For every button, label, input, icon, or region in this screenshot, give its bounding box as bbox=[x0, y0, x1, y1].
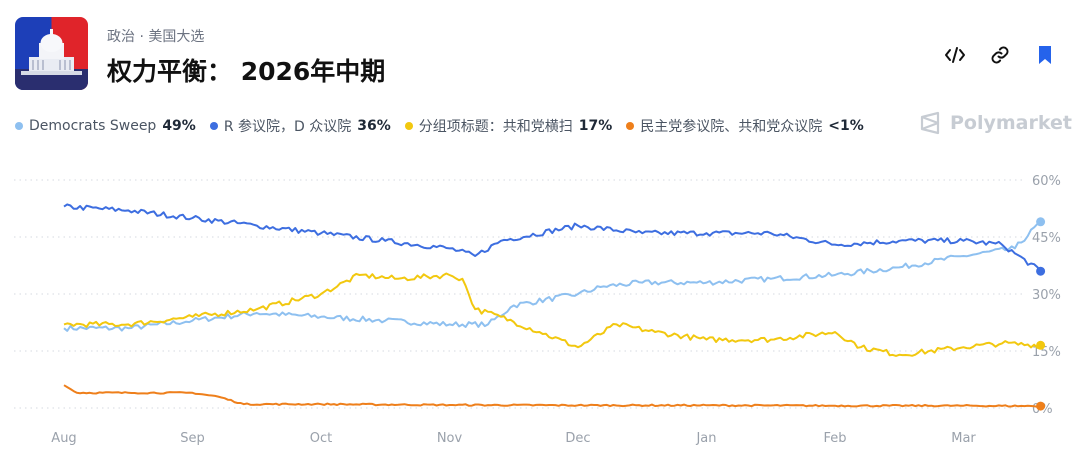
brand-name: Polymarket bbox=[950, 112, 1072, 134]
legend-label: Democrats Sweep bbox=[29, 118, 157, 134]
legend-item-dem-sweep[interactable]: Democrats Sweep 49% bbox=[15, 118, 196, 134]
series-d-senate-r-house-endpoint[interactable] bbox=[1036, 401, 1046, 411]
x-tick-label: Feb bbox=[823, 431, 846, 446]
legend-value: 49% bbox=[162, 118, 196, 134]
polymarket-logo-icon bbox=[920, 111, 940, 135]
x-tick-label: Sep bbox=[180, 431, 205, 446]
legend-dot bbox=[15, 122, 23, 130]
series-r-senate-d-house-endpoint[interactable] bbox=[1036, 266, 1046, 276]
legend-value: <1% bbox=[828, 118, 864, 134]
legend-label: 民主党参议院、共和党众议院 bbox=[640, 119, 823, 135]
series-d-senate-r-house-line[interactable] bbox=[63, 384, 1041, 408]
code-embed-icon[interactable] bbox=[940, 40, 970, 70]
x-tick-label: Jan bbox=[695, 431, 716, 446]
series-dem-sweep-line[interactable] bbox=[63, 220, 1042, 332]
y-tick-label: 60% bbox=[1032, 174, 1061, 189]
x-tick-label: Oct bbox=[310, 431, 332, 446]
x-tick-label: Mar bbox=[951, 431, 976, 446]
x-axis: Aug Sep Oct Nov Dec Jan Feb Mar bbox=[51, 431, 976, 446]
y-tick-label: 45% bbox=[1032, 231, 1061, 246]
x-tick-label: Aug bbox=[51, 431, 76, 446]
market-thumbnail bbox=[15, 17, 88, 90]
series-gop-sweep-line[interactable] bbox=[63, 272, 1042, 357]
legend-value: 36% bbox=[357, 118, 391, 134]
legend-dot bbox=[404, 122, 413, 130]
series-gop-sweep-endpoint[interactable] bbox=[1036, 340, 1046, 350]
x-tick-label: Nov bbox=[437, 431, 463, 446]
chart-legend: Democrats Sweep 49% R 参议院，D 众议院 36% 分组项标… bbox=[15, 116, 878, 136]
x-tick-label: Dec bbox=[565, 431, 590, 446]
header-actions bbox=[940, 40, 1060, 70]
polymarket-logo[interactable]: Polymarket bbox=[918, 111, 1072, 135]
page-title: 权力平衡： 2026年中期 bbox=[107, 57, 386, 86]
breadcrumb[interactable]: 政治 · 美国大选 bbox=[107, 29, 205, 45]
chart-series bbox=[63, 203, 1046, 411]
legend-item-gop-sweep[interactable]: 分组项标题：共和党横扫 17% bbox=[404, 116, 613, 136]
series-r-senate-d-house-line[interactable] bbox=[63, 203, 1042, 272]
legend-label: 分组项标题：共和党横扫 bbox=[418, 119, 573, 135]
legend-dot bbox=[209, 122, 218, 130]
link-icon[interactable] bbox=[985, 40, 1015, 70]
series-dem-sweep-endpoint[interactable] bbox=[1036, 217, 1046, 227]
legend-label: R 参议院，D 众议院 bbox=[223, 119, 352, 135]
y-tick-label: 30% bbox=[1032, 288, 1061, 303]
bookmark-icon[interactable] bbox=[1030, 40, 1060, 70]
legend-value: 17% bbox=[578, 118, 613, 134]
y-axis: 60%45%30%15%0% bbox=[1032, 174, 1061, 417]
legend-item-r-senate-d-house[interactable]: R 参议院，D 众议院 36% bbox=[209, 116, 391, 136]
legend-item-d-senate-r-house[interactable]: 民主党参议院、共和党众议院 <1% bbox=[626, 116, 864, 136]
legend-dot bbox=[626, 122, 635, 130]
